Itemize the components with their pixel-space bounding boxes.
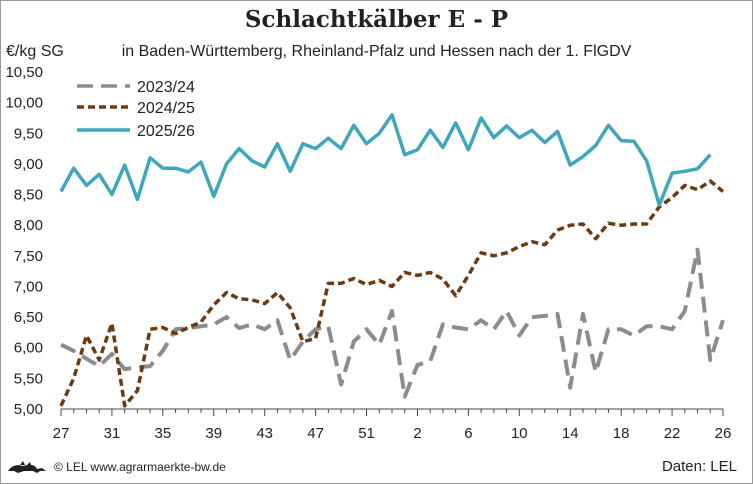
x-tick-label: 35 (155, 425, 172, 442)
footer-copyright: © LEL www.agrarmaerkte-bw.de (6, 459, 226, 475)
x-tick-label: 22 (664, 425, 681, 442)
x-tick-label: 2 (413, 425, 421, 442)
x-tick-label: 43 (256, 425, 273, 442)
x-tick-label: 39 (205, 425, 222, 442)
x-tick-label: 14 (562, 425, 579, 442)
y-axis-label: €/kg SG (6, 43, 64, 60)
data-source: Daten: LEL (661, 458, 737, 475)
copyright-text: © LEL www.agrarmaerkte-bw.de (54, 460, 226, 474)
y-tick-label: 8,50 (14, 187, 43, 204)
y-tick-label: 6,00 (14, 340, 43, 357)
x-tick-label: 18 (613, 425, 630, 442)
y-tick-label: 5,00 (14, 401, 43, 418)
series-line-2025-26 (59, 113, 712, 207)
chart-title: Schlachtkälber E - P (244, 6, 509, 33)
x-tick-label: 31 (104, 425, 121, 442)
y-tick-label: 8,00 (14, 217, 43, 234)
chart-subtitle: in Baden-Württemberg, Rheinland-Pfalz un… (121, 43, 632, 60)
y-tick-label: 10,00 (5, 95, 43, 112)
x-tick-label: 51 (358, 425, 375, 442)
legend-label: 2023/24 (137, 79, 195, 96)
x-tick-label: 47 (307, 425, 324, 442)
y-tick-label: 6,50 (14, 309, 43, 326)
x-tick-label: 10 (511, 425, 528, 442)
series-line-2023-24 (60, 247, 725, 399)
lion-logo-icon (8, 461, 46, 473)
y-tick-label: 7,50 (14, 248, 43, 265)
y-tick-label: 7,00 (14, 278, 43, 295)
x-tick-label: 27 (53, 425, 70, 442)
y-tick-label: 5,50 (14, 370, 43, 387)
legend-label: 2025/26 (137, 123, 195, 140)
x-tick-label: 26 (715, 425, 732, 442)
legend-label: 2024/25 (137, 100, 195, 117)
x-tick-label: 6 (464, 425, 472, 442)
series-line-2024-25 (59, 179, 725, 408)
y-tick-label: 10,50 (5, 64, 43, 81)
y-tick-label: 9,50 (14, 125, 43, 142)
y-tick-label: 9,00 (14, 156, 43, 173)
